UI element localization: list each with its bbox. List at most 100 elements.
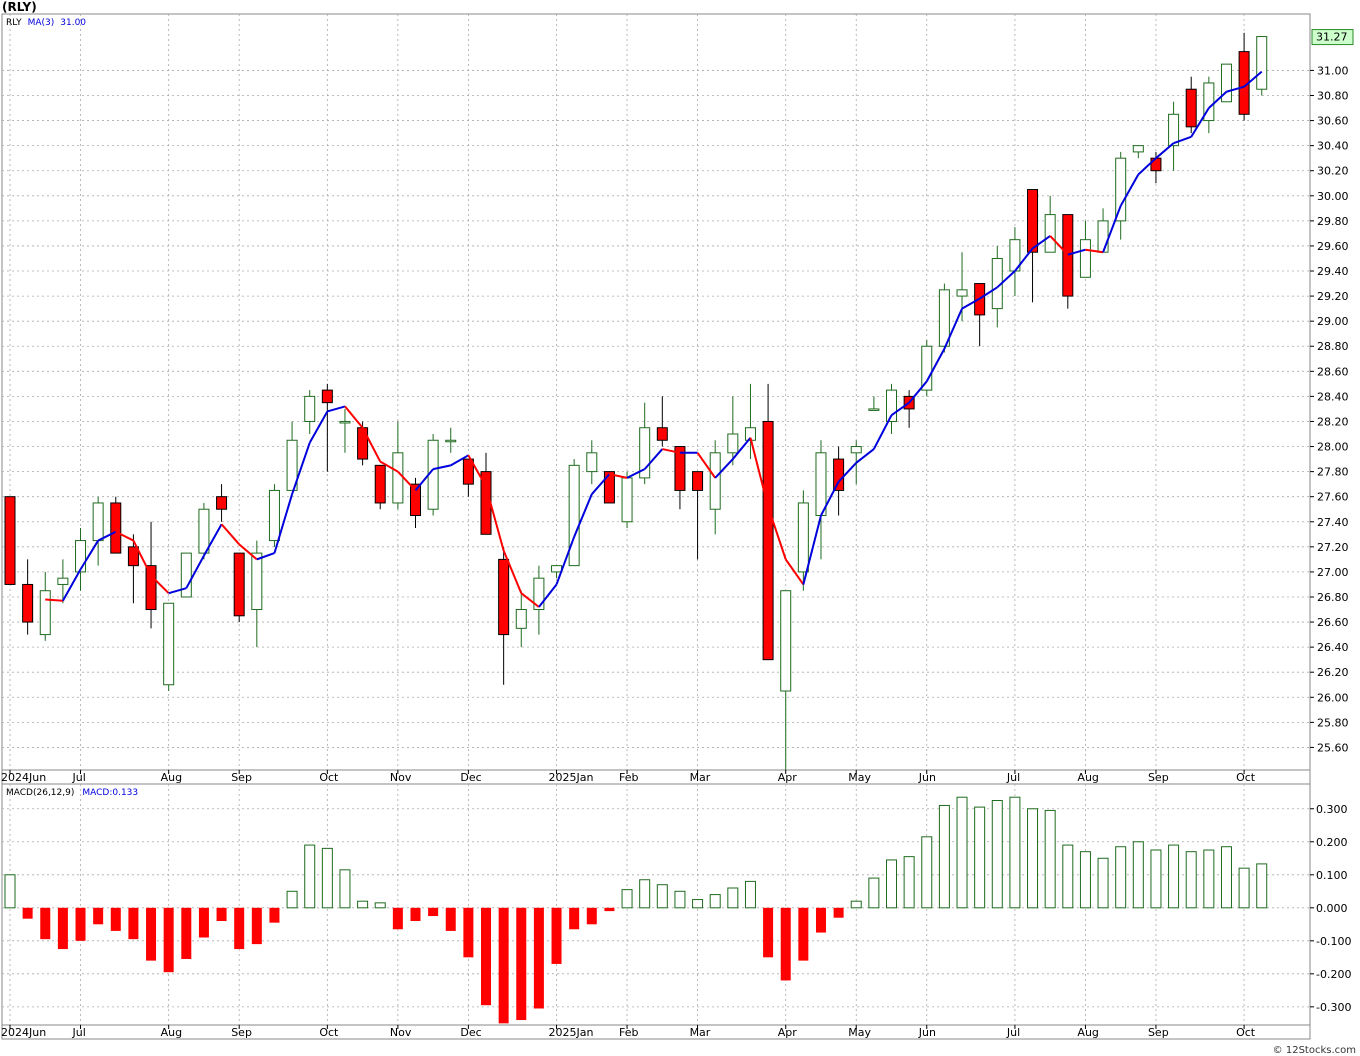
candle-body-up bbox=[57, 577, 69, 585]
price-axis-tick-label: 30.80 bbox=[1317, 89, 1349, 102]
macd-bar-positive bbox=[321, 847, 333, 909]
ma3-segment bbox=[538, 583, 558, 608]
macd-bar-negative bbox=[463, 907, 474, 958]
last-price-label: 31.27 bbox=[1316, 31, 1348, 44]
ma3-segment bbox=[961, 297, 981, 310]
macd-bar-negative bbox=[428, 907, 439, 917]
candle-body-down bbox=[4, 496, 16, 585]
candle-body-up bbox=[75, 540, 87, 573]
candle-body-down bbox=[462, 458, 474, 485]
price-axis-tick-label: 30.40 bbox=[1317, 140, 1349, 153]
price-axis-tick-label: 29.60 bbox=[1317, 240, 1349, 253]
candle-body-up bbox=[1115, 157, 1127, 222]
macd-date-tick-label: Jul bbox=[1006, 1026, 1020, 1039]
ma3-segment bbox=[1208, 90, 1228, 109]
macd-bar-positive bbox=[1044, 809, 1056, 909]
ma3-segment bbox=[132, 540, 152, 577]
ma3-segment bbox=[238, 543, 258, 561]
candle-body-up bbox=[709, 452, 721, 510]
macd-date-tick-label: Sep bbox=[231, 1026, 252, 1039]
date-tick-label: Oct bbox=[1236, 771, 1256, 784]
macd-bar-positive bbox=[886, 859, 897, 909]
macd-bar-negative bbox=[22, 907, 33, 919]
macd-bar-negative bbox=[763, 907, 774, 958]
macd-bar-positive bbox=[868, 877, 880, 909]
ma3-segment bbox=[220, 523, 240, 545]
price-axis-tick-label: 31.00 bbox=[1317, 64, 1349, 77]
ma3-segment bbox=[609, 473, 628, 479]
macd-bar-negative bbox=[533, 907, 544, 1009]
date-tick-label: Oct bbox=[319, 771, 339, 784]
ma3-segment bbox=[784, 558, 805, 586]
candle-body-up bbox=[163, 602, 175, 686]
candle-body-up bbox=[392, 452, 404, 504]
macd-bar-positive bbox=[1079, 851, 1091, 909]
candle-body-up bbox=[1079, 239, 1091, 278]
ma3-segment bbox=[273, 493, 294, 554]
candle-body-up bbox=[198, 508, 210, 554]
price-legend: RLY MA(3) 31.00 bbox=[6, 18, 86, 28]
macd-bar-negative bbox=[586, 907, 597, 925]
macd-bar-negative bbox=[146, 907, 157, 961]
candle-body-up bbox=[1097, 220, 1109, 253]
ma3-segment bbox=[467, 454, 487, 488]
macd-axis-tick-label: -0.100 bbox=[1316, 935, 1351, 948]
candle-body-down bbox=[762, 420, 774, 661]
date-tick-label: Mar bbox=[690, 771, 711, 784]
macd-bar-negative bbox=[498, 907, 509, 1024]
date-tick-label: Jul bbox=[72, 771, 86, 784]
candle-body-up bbox=[1168, 113, 1180, 147]
macd-legend: MACD(26,12,9) MACD:0.133 bbox=[6, 788, 138, 798]
ma3-segment bbox=[837, 462, 857, 483]
ma3-segment bbox=[45, 598, 63, 602]
candle-body-down bbox=[321, 389, 333, 404]
price-axis-tick-label: 27.80 bbox=[1317, 466, 1349, 479]
ma3-segment bbox=[591, 473, 611, 495]
date-tick-label: Aug bbox=[161, 771, 182, 784]
candle-body-up bbox=[886, 389, 897, 422]
macd-bar-negative bbox=[516, 907, 527, 1021]
price-axis-tick-label: 29.80 bbox=[1317, 215, 1349, 228]
macd-bar-positive bbox=[286, 890, 298, 909]
macd-plot-frame bbox=[1, 783, 1311, 1026]
candle-body-up bbox=[445, 439, 457, 443]
ma3-segment bbox=[327, 405, 346, 413]
ma3-segment bbox=[820, 481, 840, 516]
macd-bar-positive bbox=[4, 874, 16, 909]
macd-bar-negative bbox=[551, 907, 562, 964]
candle-body-up bbox=[304, 395, 316, 422]
price-panel: 25.60 25.80 26.00 26.20 26.40 26.60 26.80 27.00… bbox=[1, 13, 1354, 785]
price-axis-tick-label: 27.20 bbox=[1317, 541, 1349, 554]
candle-body-up bbox=[956, 289, 968, 297]
ma3-segment bbox=[361, 427, 382, 463]
macd-bar-positive bbox=[692, 899, 704, 909]
ma3-segment bbox=[1085, 248, 1104, 254]
candle-body-up bbox=[180, 552, 192, 598]
macd-bar-negative bbox=[798, 907, 809, 961]
candle-body-down bbox=[110, 502, 122, 554]
candle-body-down bbox=[1062, 214, 1074, 297]
candle-body-down bbox=[127, 546, 139, 567]
ma3-segment bbox=[749, 437, 770, 507]
macd-date-tick-label: Sep bbox=[1148, 1026, 1169, 1039]
price-axis-tick-label: 25.60 bbox=[1317, 741, 1349, 754]
macd-bar-positive bbox=[850, 900, 862, 909]
macd-axis-tick-label: 0.200 bbox=[1316, 836, 1348, 849]
candle-body-down bbox=[656, 427, 668, 441]
price-axis-tick-label: 27.40 bbox=[1317, 516, 1349, 529]
macd-bar-positive bbox=[1203, 849, 1215, 909]
price-date-axis bbox=[1, 769, 1311, 785]
ma3-segment bbox=[802, 515, 822, 585]
macd-date-tick-label: Mar bbox=[690, 1026, 711, 1039]
ma3-segment bbox=[979, 286, 998, 300]
macd-bar-positive bbox=[991, 800, 1003, 909]
macd-date-tick-label: Jun bbox=[918, 1026, 936, 1039]
macd-date-tick-label: Dec bbox=[460, 1026, 481, 1039]
price-legend-item: MA(3) bbox=[28, 18, 55, 28]
candle-body-up bbox=[727, 433, 739, 454]
ma3-segment bbox=[168, 587, 187, 595]
ma3-segment bbox=[1119, 173, 1140, 207]
ma3-segment bbox=[308, 410, 329, 444]
candle-body-up bbox=[533, 577, 545, 611]
